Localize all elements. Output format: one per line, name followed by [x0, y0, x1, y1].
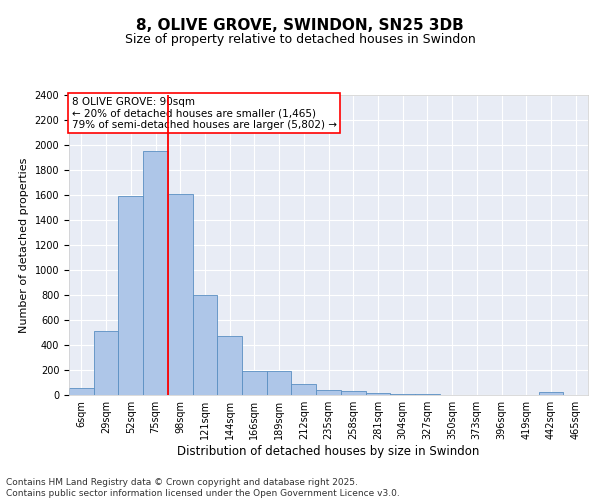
Bar	[118, 196, 143, 395]
X-axis label: Distribution of detached houses by size in Swindon: Distribution of detached houses by size …	[178, 445, 479, 458]
Text: Contains HM Land Registry data © Crown copyright and database right 2025.
Contai: Contains HM Land Registry data © Crown c…	[6, 478, 400, 498]
Bar	[217, 336, 242, 395]
Text: 8, OLIVE GROVE, SWINDON, SN25 3DB: 8, OLIVE GROVE, SWINDON, SN25 3DB	[136, 18, 464, 32]
Bar	[341, 391, 365, 395]
Bar	[69, 388, 94, 395]
Bar	[415, 394, 440, 395]
Bar	[390, 394, 415, 395]
Bar	[143, 151, 168, 395]
Bar	[365, 392, 390, 395]
Y-axis label: Number of detached properties: Number of detached properties	[19, 158, 29, 332]
Bar	[292, 384, 316, 395]
Bar	[168, 194, 193, 395]
Bar	[242, 370, 267, 395]
Text: Size of property relative to detached houses in Swindon: Size of property relative to detached ho…	[125, 32, 475, 46]
Bar	[94, 331, 118, 395]
Bar	[193, 295, 217, 395]
Text: 8 OLIVE GROVE: 90sqm
← 20% of detached houses are smaller (1,465)
79% of semi-de: 8 OLIVE GROVE: 90sqm ← 20% of detached h…	[71, 96, 337, 130]
Bar	[539, 392, 563, 395]
Bar	[316, 390, 341, 395]
Bar	[267, 370, 292, 395]
